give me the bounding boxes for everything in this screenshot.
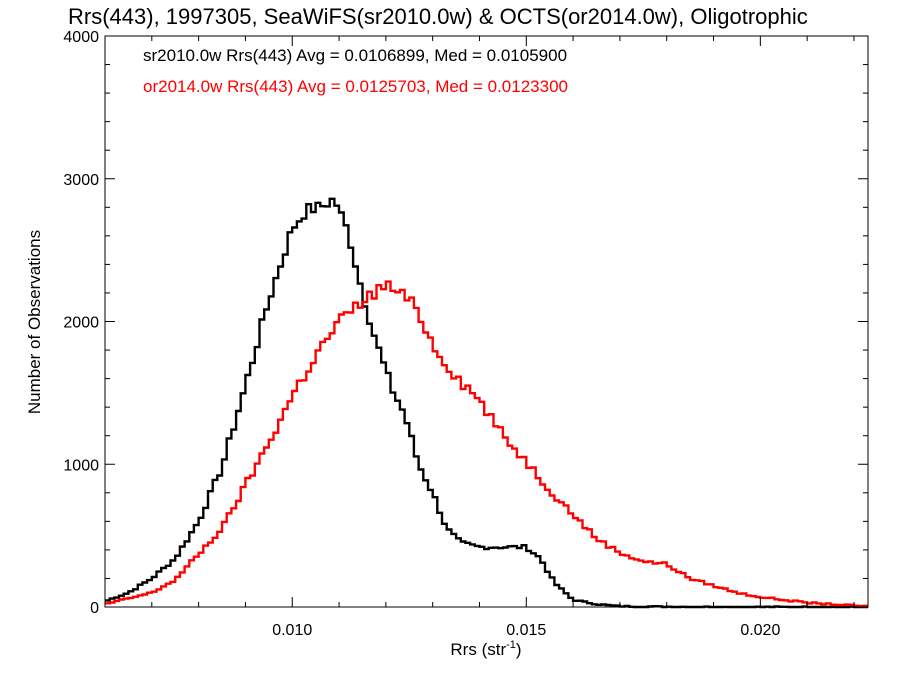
chart-title: Rrs(443), 1997305, SeaWiFS(sr2010.0w) & …	[68, 4, 808, 29]
x-axis-label-end: )	[516, 640, 522, 659]
x-tick-label: 0.010	[272, 622, 312, 639]
plot-frame	[104, 35, 869, 608]
series-group	[105, 197, 868, 609]
y-tick-label: 4000	[63, 29, 99, 46]
legend-entry-or2014: or2014.0w Rrs(443) Avg = 0.0125703, Med …	[143, 77, 568, 96]
x-axis-label: Rrs (str-1)	[450, 639, 521, 659]
y-tick-label: 0	[90, 600, 99, 617]
y-tick-label: 3000	[63, 172, 99, 189]
y-axis-label: Number of Observations	[25, 230, 44, 414]
legend-entry-sr2010: sr2010.0w Rrs(443) Avg = 0.0106899, Med …	[143, 46, 567, 65]
axis-ticks: 0.010 0.015 0.020 0 1000 2000 3000 4000	[63, 29, 868, 639]
series-or2014.0w	[105, 280, 868, 608]
series-sr2010.0w	[105, 197, 868, 609]
y-tick-label: 1000	[63, 457, 99, 474]
x-tick-label: 0.020	[740, 622, 780, 639]
x-tick-label: 0.015	[506, 622, 546, 639]
y-tick-label: 2000	[63, 315, 99, 332]
x-axis-label-superscript: -1	[506, 639, 516, 651]
x-axis-label-main: Rrs (str	[450, 640, 506, 659]
